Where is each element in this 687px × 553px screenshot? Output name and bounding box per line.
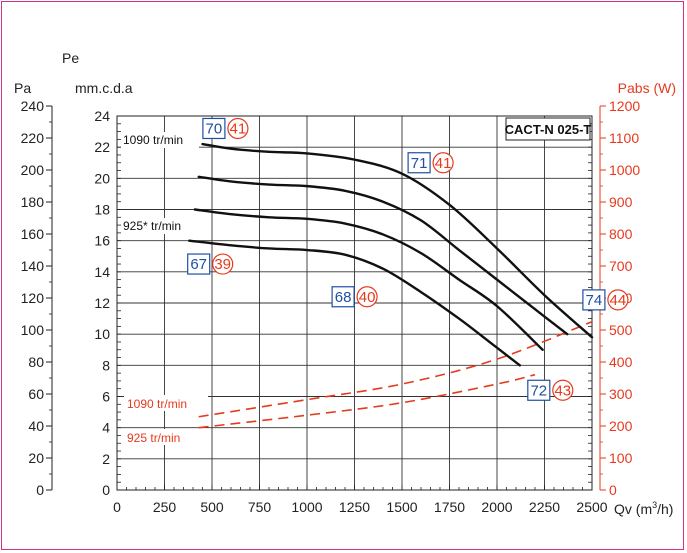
pressure-curve-label: 925* tr/min	[123, 219, 181, 233]
power-label-bg	[124, 429, 200, 445]
annotation-circle	[227, 117, 249, 140]
y-tick-label-pabs: 0	[609, 482, 617, 498]
qv-prefix: Qv (m	[614, 501, 652, 517]
power-curve	[198, 320, 593, 418]
qv-sup: 3	[652, 500, 657, 510]
annotation-square-label: 71	[411, 155, 428, 172]
y-tick-label-mmcda: 0	[102, 482, 110, 498]
y-tick-label-pa: 200	[21, 162, 45, 178]
y-tick-label-mmcda: 12	[94, 295, 110, 311]
x-tick-label: 0	[113, 499, 121, 515]
y-tick-label-pabs: 300	[609, 386, 633, 402]
y-tick-label-pabs: 400	[609, 354, 633, 370]
annotation-circle	[552, 379, 574, 401]
annotation-square	[202, 117, 226, 140]
y-tick-label-pa: 80	[28, 354, 44, 370]
y-tick-label-pa: 0	[36, 482, 44, 498]
annotation-square-label: 74	[586, 292, 603, 309]
y-tick-label-pa: 220	[21, 130, 45, 146]
annotation-square	[331, 286, 355, 308]
y-tick-label-pabs: 700	[609, 258, 633, 274]
qv-suffix: /h)	[657, 501, 673, 517]
y-tick-label-pa: 180	[21, 194, 45, 210]
pressure-curve	[201, 142, 594, 339]
axis-label-pabs: Pabs (W)	[618, 80, 676, 96]
axis-label-qv: Qv (m3/h)	[614, 500, 673, 517]
y-tick-label-pabs: 1200	[609, 98, 640, 114]
annotation-circle	[607, 289, 629, 311]
power-curve-label: 925 tr/min	[127, 431, 180, 445]
annotation-circle	[432, 152, 454, 174]
x-tick-label: 2250	[529, 499, 560, 515]
annotation-circle-label: 44	[610, 292, 627, 309]
x-tick-label: 1250	[339, 499, 370, 515]
y-tick-label-mmcda: 20	[94, 170, 110, 186]
x-tick-label: 1000	[291, 499, 322, 515]
chart-title-box	[505, 117, 591, 141]
y-tick-label-mmcda: 10	[94, 326, 110, 342]
chart-title: CACT-N 025-T	[505, 122, 592, 137]
power-curve	[198, 373, 536, 429]
y-tick-label-mmcda: 6	[102, 389, 110, 405]
y-tick-label-mmcda: 18	[94, 202, 110, 218]
annotation-circle-label: 39	[214, 256, 231, 273]
y-tick-label-mmcda: 4	[102, 420, 110, 436]
annotation-square-label: 68	[335, 289, 352, 306]
y-tick-label-mmcda: 8	[102, 357, 110, 373]
annotation-circle-label: 40	[359, 289, 376, 306]
annotation-square	[527, 379, 551, 401]
annotation-circle	[356, 286, 378, 308]
axis-label-pa: Pa	[14, 80, 31, 96]
axis-label-pe: Pe	[62, 50, 79, 66]
x-tick-label: 1500	[386, 499, 417, 515]
y-tick-label-mmcda: 24	[94, 108, 110, 124]
y-tick-label-mmcda: 22	[94, 139, 110, 155]
annotation-circle-label: 43	[554, 382, 571, 399]
y-tick-label-pabs: 800	[609, 226, 633, 242]
x-tick-label: 1750	[434, 499, 465, 515]
y-tick-label-pabs: 500	[609, 322, 633, 338]
annotation-square-label: 67	[190, 256, 207, 273]
y-tick-label-mmcda: 14	[94, 264, 110, 280]
x-tick-label: 500	[200, 499, 224, 515]
y-tick-label-pa: 120	[21, 290, 45, 306]
power-curve-label: 1090 tr/min	[127, 397, 187, 411]
annotation-circle-label: 41	[435, 155, 452, 172]
x-tick-label: 2500	[576, 499, 607, 515]
x-tick-label: 750	[248, 499, 272, 515]
x-tick-label: 250	[153, 499, 177, 515]
speed-label-bg	[121, 132, 199, 148]
annotation-square	[187, 253, 211, 275]
y-tick-label-pa: 100	[21, 322, 45, 338]
pressure-curve	[193, 208, 544, 351]
power-label-bg	[124, 395, 208, 411]
x-tick-label: 2000	[481, 499, 512, 515]
y-tick-label-pa: 240	[21, 98, 45, 114]
annotation-square-label: 70	[206, 120, 223, 137]
y-tick-label-pabs: 900	[609, 194, 633, 210]
annotation-square	[582, 289, 606, 311]
y-tick-label-pa: 20	[28, 450, 44, 466]
annotation-square	[407, 152, 431, 174]
y-tick-label-pabs: 100	[609, 450, 633, 466]
y-tick-label-mmcda: 2	[102, 451, 110, 467]
y-tick-label-pabs: 200	[609, 418, 633, 434]
y-tick-label-pa: 140	[21, 258, 45, 274]
annotation-circle-label: 41	[230, 120, 247, 137]
pressure-curve	[197, 175, 569, 336]
y-tick-label-pa: 40	[28, 418, 44, 434]
pressure-curve-label: 1090 tr/min	[123, 133, 183, 147]
annotation-circle	[212, 253, 234, 275]
speed-label-bg	[121, 218, 195, 234]
axis-label-mmcda: mm.c.d.a	[75, 80, 133, 96]
y-tick-label-pa: 160	[21, 226, 45, 242]
pressure-curve	[188, 239, 521, 367]
y-tick-label-pabs: 1100	[609, 130, 639, 146]
annotation-square-label: 72	[530, 382, 547, 399]
y-tick-label-pa: 60	[28, 386, 44, 402]
y-tick-label-pabs: 1000	[609, 162, 640, 178]
y-tick-label-mmcda: 16	[94, 233, 110, 249]
